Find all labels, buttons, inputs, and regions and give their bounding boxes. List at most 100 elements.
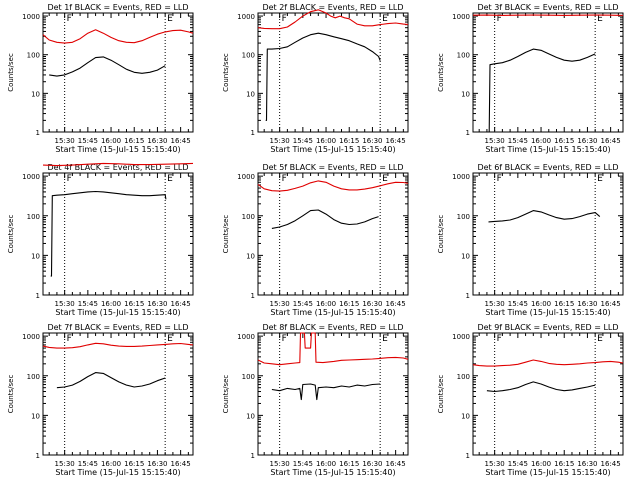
x-tick-label: 16:15: [124, 300, 144, 308]
subplot-2: Det 2f BLACK = Events, RED = LLD Start Ti…: [222, 3, 409, 154]
x-tick-label: 16:45: [601, 300, 621, 308]
series-line-lld: [472, 359, 624, 367]
marker-label: F: [282, 14, 287, 24]
series-line-events: [271, 209, 379, 229]
y-tick-label: 100: [242, 373, 255, 381]
x-tick-label: 15:45: [78, 460, 98, 468]
x-axis-label: Start Time (15-Jul-15 15:15:40): [55, 308, 180, 317]
x-tick-label: 16:15: [339, 137, 359, 145]
x-tick-label: 16:00: [531, 300, 551, 308]
marker-label: F: [67, 334, 72, 344]
series-line-events: [50, 190, 167, 277]
x-tick-label: 16:15: [124, 137, 144, 145]
y-tick-label: 1000: [237, 173, 255, 181]
y-tick-label: 10: [31, 252, 40, 260]
x-tick-label: 16:45: [386, 460, 406, 468]
x-tick-label: 16:00: [316, 300, 336, 308]
plot-title: Det 1f BLACK = Events, RED = LLD: [47, 3, 188, 12]
series-line-lld: [257, 180, 409, 192]
x-tick-label: 15:45: [293, 460, 313, 468]
x-tick-label: 15:30: [485, 300, 505, 308]
x-tick-label: 16:15: [339, 300, 359, 308]
marker-label: E: [597, 14, 603, 24]
x-tick-label: 16:30: [577, 460, 597, 468]
y-axis-label: Counts/sec: [222, 53, 230, 92]
plot-title: Det 2f BLACK = Events, RED = LLD: [262, 3, 403, 12]
x-axis-label: Start Time (15-Jul-15 15:15:40): [55, 145, 180, 154]
series-line-lld: [42, 162, 194, 167]
y-tick-label: 1: [36, 292, 40, 300]
x-tick-label: 15:45: [508, 460, 528, 468]
y-tick-label: 10: [31, 412, 40, 420]
y-tick-label: 100: [27, 373, 40, 381]
axes-frame: [472, 332, 624, 456]
x-tick-label: 16:45: [601, 460, 621, 468]
plot-title: Det 4f BLACK = Events, RED = LLD: [47, 163, 188, 172]
y-tick-label: 10: [246, 252, 255, 260]
subplot-3: Det 3f BLACK = Events, RED = LLD Start Ti…: [437, 3, 624, 154]
y-axis-label: Counts/sec: [7, 375, 15, 414]
axes-frame: [42, 12, 194, 133]
subplot-4: Det 4f BLACK = Events, RED = LLD Start Ti…: [7, 162, 194, 317]
y-tick-label: 10: [246, 90, 255, 98]
marker-label: E: [382, 334, 388, 344]
x-tick-label: 15:30: [270, 137, 290, 145]
y-tick-label: 1000: [452, 333, 470, 341]
y-tick-label: 100: [457, 373, 470, 381]
x-tick-label: 15:45: [508, 300, 528, 308]
series-line-events: [56, 372, 166, 389]
x-tick-label: 15:45: [293, 137, 313, 145]
axes-frame: [257, 12, 409, 133]
x-tick-label: 16:15: [554, 460, 574, 468]
x-tick-label: 16:00: [101, 300, 121, 308]
y-tick-label: 1000: [22, 333, 40, 341]
marker-label: F: [497, 174, 502, 184]
x-tick-label: 15:30: [55, 300, 75, 308]
series-line-events: [488, 48, 596, 133]
x-tick-label: 16:30: [362, 460, 382, 468]
axes-frame: [257, 172, 409, 296]
plot-title: Det 8f BLACK = Events, RED = LLD: [262, 323, 403, 332]
x-tick-label: 16:15: [554, 300, 574, 308]
x-tick-label: 16:00: [101, 460, 121, 468]
y-tick-label: 100: [27, 52, 40, 60]
axes-frame: [42, 172, 194, 296]
series-line-events: [271, 383, 381, 401]
axes-frame: [472, 172, 624, 296]
y-tick-label: 1: [466, 129, 470, 137]
x-tick-label: 15:30: [270, 300, 290, 308]
x-tick-label: 16:30: [362, 300, 382, 308]
x-tick-label: 16:30: [577, 300, 597, 308]
y-tick-label: 10: [246, 412, 255, 420]
marker-label: E: [597, 334, 603, 344]
x-tick-label: 16:45: [171, 300, 191, 308]
series-line-lld: [42, 29, 194, 44]
x-tick-label: 16:30: [147, 137, 167, 145]
marker-label: E: [167, 14, 173, 24]
y-tick-label: 1: [466, 452, 470, 460]
x-tick-label: 16:30: [577, 137, 597, 145]
y-axis-label: Counts/sec: [437, 215, 445, 254]
x-tick-label: 15:30: [485, 137, 505, 145]
y-tick-label: 1: [251, 129, 255, 137]
x-tick-label: 16:45: [601, 137, 621, 145]
y-tick-label: 1000: [22, 173, 40, 181]
y-tick-label: 1000: [237, 333, 255, 341]
y-tick-label: 1000: [22, 13, 40, 21]
marker-label: F: [282, 334, 287, 344]
y-tick-label: 1: [251, 452, 255, 460]
series-line-lld: [42, 342, 194, 349]
x-tick-label: 16:15: [339, 460, 359, 468]
series-line-lld: [257, 9, 409, 30]
plot-title: Det 6f BLACK = Events, RED = LLD: [477, 163, 618, 172]
subplot-9: Det 9f BLACK = Events, RED = LLD Start Ti…: [437, 323, 624, 477]
y-tick-label: 1000: [452, 13, 470, 21]
series-line-events: [488, 210, 601, 223]
x-tick-label: 15:45: [508, 137, 528, 145]
x-tick-label: 16:45: [171, 137, 191, 145]
x-tick-label: 16:00: [531, 460, 551, 468]
x-axis-label: Start Time (15-Jul-15 15:15:40): [270, 468, 395, 477]
plot-title: Det 7f BLACK = Events, RED = LLD: [47, 323, 188, 332]
x-axis-label: Start Time (15-Jul-15 15:15:40): [485, 468, 610, 477]
